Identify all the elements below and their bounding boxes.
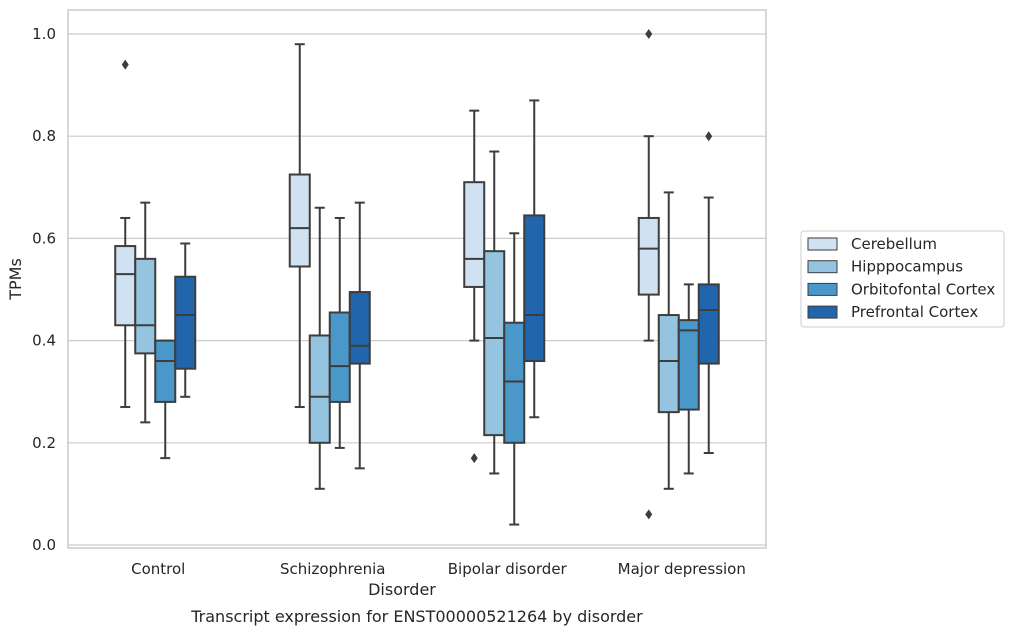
x-tick-label: Bipolar disorder — [448, 560, 568, 578]
legend-swatch — [807, 305, 838, 319]
box-cerebellum — [114, 59, 137, 409]
outlier-marker — [645, 29, 653, 39]
outlier-marker — [705, 131, 713, 142]
box-iqr — [657, 314, 680, 414]
box-cerebellum — [288, 43, 311, 409]
legend-swatch — [807, 282, 838, 296]
y-tick-label: 1.0 — [32, 25, 56, 43]
x-tick-label: Schizophrenia — [280, 560, 385, 578]
y-tick-label: 0.8 — [32, 127, 56, 145]
box-iqr — [637, 216, 660, 296]
figure-caption: Transcript expression for ENST0000052126… — [190, 607, 643, 626]
box-iqr — [463, 181, 486, 288]
legend-label: Cerebellum — [851, 235, 937, 253]
box-iqr — [523, 214, 546, 363]
legend-label: Hipppocampus — [851, 258, 963, 276]
box-iqr — [348, 291, 371, 365]
box-hipppocampus — [657, 191, 680, 490]
x-tick-labels: Control Schizophrenia Bipolar disorder Majo… — [131, 560, 746, 578]
y-tick-labels: 0.0 0.2 0.4 0.6 0.8 1.0 — [32, 25, 56, 554]
box-iqr — [677, 319, 700, 411]
y-axis-title: TPMs — [6, 258, 25, 301]
box-orbitofontal-cortex — [503, 232, 526, 526]
box-cerebellum — [463, 109, 486, 464]
boxplots — [114, 29, 720, 526]
box-iqr — [697, 283, 720, 365]
outlier-marker — [470, 453, 478, 464]
box-prefrontal-cortex — [697, 131, 720, 455]
box-iqr — [134, 257, 157, 355]
box-iqr — [154, 339, 177, 403]
box-iqr — [174, 275, 197, 370]
x-axis-title: Disorder — [368, 580, 436, 599]
legend-swatch — [807, 260, 838, 274]
legend-swatch — [807, 237, 838, 251]
box-hipppocampus — [134, 201, 157, 424]
y-tick-label: 0.2 — [32, 434, 56, 452]
box-orbitofontal-cortex — [154, 339, 177, 460]
legend-frame — [800, 230, 1005, 328]
box-iqr — [308, 334, 331, 444]
box-iqr — [328, 311, 351, 403]
x-tick-label: Major depression — [618, 560, 746, 578]
box-prefrontal-cortex — [523, 99, 546, 419]
box-hipppocampus — [308, 206, 331, 490]
box-iqr — [483, 250, 506, 437]
legend-label: Prefrontal Cortex — [851, 303, 978, 321]
box-hipppocampus — [483, 150, 506, 475]
legend-label: Orbitofontal Cortex — [851, 280, 995, 298]
box-cerebellum — [637, 29, 660, 520]
y-tick-label: 0.4 — [32, 332, 56, 350]
box-iqr — [288, 173, 311, 268]
gridlines — [68, 33, 766, 546]
outlier-marker — [645, 509, 653, 520]
box-prefrontal-cortex — [174, 242, 197, 398]
y-tick-label: 0.6 — [32, 229, 56, 247]
outlier-marker — [121, 59, 129, 70]
box-iqr — [114, 245, 137, 327]
plot-frame — [67, 9, 767, 549]
x-tick-label: Control — [131, 560, 185, 578]
y-tick-label: 0.0 — [32, 536, 56, 554]
box-orbitofontal-cortex — [677, 283, 700, 475]
box-prefrontal-cortex — [348, 201, 371, 470]
box-iqr — [503, 321, 526, 444]
box-orbitofontal-cortex — [328, 216, 351, 449]
legend: Cerebellum Hipppocampus Orbitofontal Corte… — [800, 230, 1005, 328]
